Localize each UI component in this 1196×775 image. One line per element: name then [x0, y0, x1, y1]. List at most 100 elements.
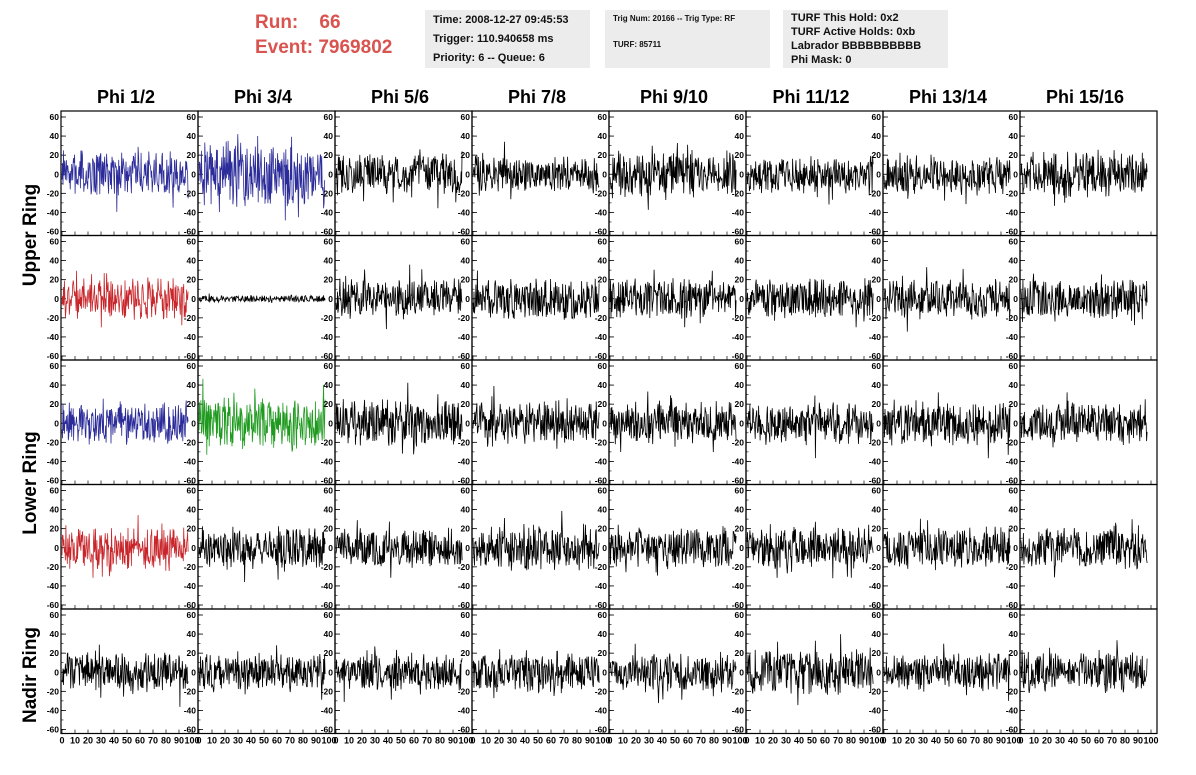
waveform-trace	[1020, 519, 1148, 578]
y-tick-label: 60	[187, 361, 197, 371]
x-tick-label: 60	[409, 736, 419, 746]
y-tick-label: -20	[184, 188, 197, 198]
x-tick-label: 40	[657, 736, 667, 746]
x-tick-label: 100	[1006, 736, 1021, 746]
time-line: Time: 2008-12-27 09:45:53	[433, 14, 569, 26]
time-info-box: Time: 2008-12-27 09:45:53 Trigger: 110.9…	[425, 10, 590, 68]
y-tick-label: 60	[461, 361, 471, 371]
y-tick-label: 0	[54, 667, 59, 677]
x-tick-label: 80	[435, 736, 445, 746]
waveform-trace	[198, 645, 326, 700]
x-tick-label: 80	[983, 736, 993, 746]
y-tick-label: -60	[595, 227, 608, 237]
waveform-panel-r4-c1: -60 -40 -20 0 20 40 60	[47, 483, 199, 610]
y-tick-label: 20	[461, 150, 471, 160]
trig-info-box: Trig Num: 20166 -- Trig Type: RF TURF: 8…	[605, 10, 770, 68]
y-tick-label: -60	[869, 476, 882, 486]
y-tick-label: -60	[184, 725, 197, 735]
y-tick-label: 40	[324, 380, 334, 390]
x-tick-label: 10	[618, 736, 628, 746]
y-tick-label: -40	[595, 581, 608, 591]
waveform-panel-r4-c6: -60 -40 -20 0 20 40 60	[732, 483, 884, 610]
x-tick-label: 0	[744, 736, 749, 746]
priority-line: Priority: 6 -- Queue: 6	[433, 52, 545, 64]
y-tick-label: -20	[869, 313, 882, 323]
y-tick-label: 40	[461, 256, 471, 266]
y-tick-label: -60	[595, 725, 608, 735]
waveform-trace	[198, 378, 326, 455]
x-tick-label: 80	[161, 736, 171, 746]
column-header-phi-5-6: Phi 5/6	[370, 87, 430, 107]
y-tick-label: -40	[458, 705, 471, 715]
x-tick-label: 70	[422, 736, 432, 746]
y-tick-label: -40	[47, 332, 60, 342]
waveform-panel-r1-c1: -60 -40 -20 0 20 40 60	[47, 110, 199, 237]
y-tick-label: 20	[1009, 275, 1019, 285]
y-tick-label: 20	[187, 524, 197, 534]
y-tick-label: -40	[458, 332, 471, 342]
y-tick-label: 20	[872, 399, 882, 409]
waveform-trace	[883, 392, 1011, 459]
x-tick-label: 70	[833, 736, 843, 746]
waveform-trace	[61, 146, 189, 212]
y-tick-label: -20	[321, 686, 334, 696]
y-tick-label: 60	[50, 112, 60, 122]
y-tick-label: 20	[461, 399, 471, 409]
event-value: 7969802	[318, 37, 393, 58]
y-tick-label: 40	[187, 380, 197, 390]
y-tick-label: 60	[50, 486, 60, 496]
y-tick-label: 40	[598, 505, 608, 515]
x-tick-label: 90	[1133, 736, 1143, 746]
y-tick-label: -60	[47, 725, 60, 735]
x-tick-label: 20	[1042, 736, 1052, 746]
y-tick-label: 40	[1009, 131, 1019, 141]
y-tick-label: 20	[461, 275, 471, 285]
y-tick-label: -40	[321, 581, 334, 591]
waveform-trace	[198, 526, 326, 583]
x-tick-label: 50	[122, 736, 132, 746]
waveform-trace	[1020, 392, 1148, 448]
x-tick-label: 100	[869, 736, 884, 746]
y-tick-label: 40	[324, 256, 334, 266]
x-tick-label: 50	[533, 736, 543, 746]
y-tick-label: -40	[1006, 456, 1019, 466]
y-tick-label: 60	[461, 112, 471, 122]
y-tick-label: 60	[324, 486, 334, 496]
y-tick-label: -20	[47, 313, 60, 323]
y-tick-label: 0	[602, 418, 607, 428]
trig-num-line: Trig Num: 20166 -- Trig Type: RF	[613, 14, 736, 23]
waveform-trace	[746, 278, 874, 328]
x-tick-label: 30	[370, 736, 380, 746]
y-tick-label: 40	[461, 380, 471, 390]
y-tick-label: -60	[869, 351, 882, 361]
y-tick-label: 40	[187, 256, 197, 266]
y-tick-label: 40	[50, 505, 60, 515]
y-tick-label: 60	[50, 237, 60, 247]
y-tick-label: -40	[1006, 332, 1019, 342]
y-tick-label: 20	[187, 648, 197, 658]
y-tick-label: -20	[184, 562, 197, 572]
y-tick-label: 20	[1009, 524, 1019, 534]
y-tick-label: 40	[735, 629, 745, 639]
y-tick-label: -60	[321, 476, 334, 486]
y-tick-label: -20	[47, 686, 60, 696]
y-tick-label: -60	[732, 600, 745, 610]
x-tick-label: 20	[768, 736, 778, 746]
y-tick-label: -60	[595, 351, 608, 361]
y-tick-label: -20	[47, 437, 60, 447]
y-tick-label: 0	[328, 543, 333, 553]
y-tick-label: -20	[869, 188, 882, 198]
y-tick-label: 20	[187, 399, 197, 409]
waveform-panel-r3-c2: -60 -40 -20 0 20 40 60	[184, 359, 336, 486]
y-tick-label: -60	[321, 351, 334, 361]
y-tick-label: 60	[598, 610, 608, 620]
y-tick-label: 60	[872, 361, 882, 371]
y-tick-label: 20	[461, 524, 471, 534]
y-tick-label: 0	[54, 294, 59, 304]
y-tick-label: 40	[324, 505, 334, 515]
x-tick-label: 10	[207, 736, 217, 746]
y-tick-label: 20	[187, 150, 197, 160]
y-tick-label: 20	[50, 150, 60, 160]
y-tick-label: 60	[1009, 112, 1019, 122]
